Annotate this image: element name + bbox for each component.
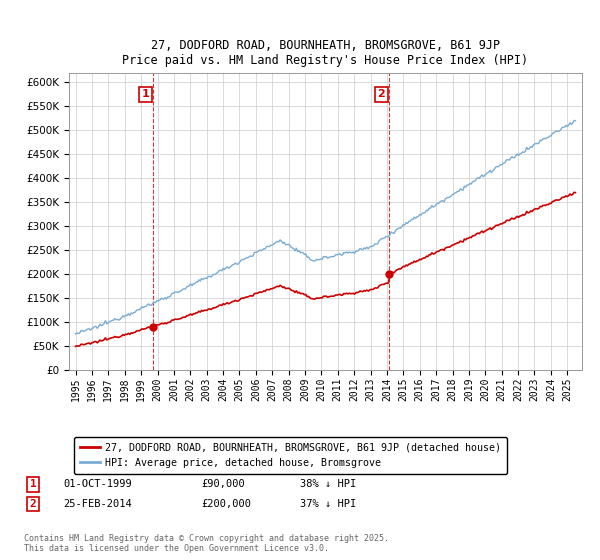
- Text: £200,000: £200,000: [201, 499, 251, 509]
- Text: 1: 1: [142, 90, 149, 99]
- Title: 27, DODFORD ROAD, BOURNHEATH, BROMSGROVE, B61 9JP
Price paid vs. HM Land Registr: 27, DODFORD ROAD, BOURNHEATH, BROMSGROVE…: [122, 39, 529, 67]
- Text: Contains HM Land Registry data © Crown copyright and database right 2025.
This d: Contains HM Land Registry data © Crown c…: [24, 534, 389, 553]
- Text: 38% ↓ HPI: 38% ↓ HPI: [300, 479, 356, 489]
- Legend: 27, DODFORD ROAD, BOURNHEATH, BROMSGROVE, B61 9JP (detached house), HPI: Average: 27, DODFORD ROAD, BOURNHEATH, BROMSGROVE…: [74, 437, 507, 474]
- Text: 2: 2: [377, 90, 385, 99]
- Text: 37% ↓ HPI: 37% ↓ HPI: [300, 499, 356, 509]
- Text: 01-OCT-1999: 01-OCT-1999: [63, 479, 132, 489]
- Text: 2: 2: [29, 499, 37, 509]
- Text: 1: 1: [29, 479, 37, 489]
- Text: £90,000: £90,000: [201, 479, 245, 489]
- Text: 25-FEB-2014: 25-FEB-2014: [63, 499, 132, 509]
